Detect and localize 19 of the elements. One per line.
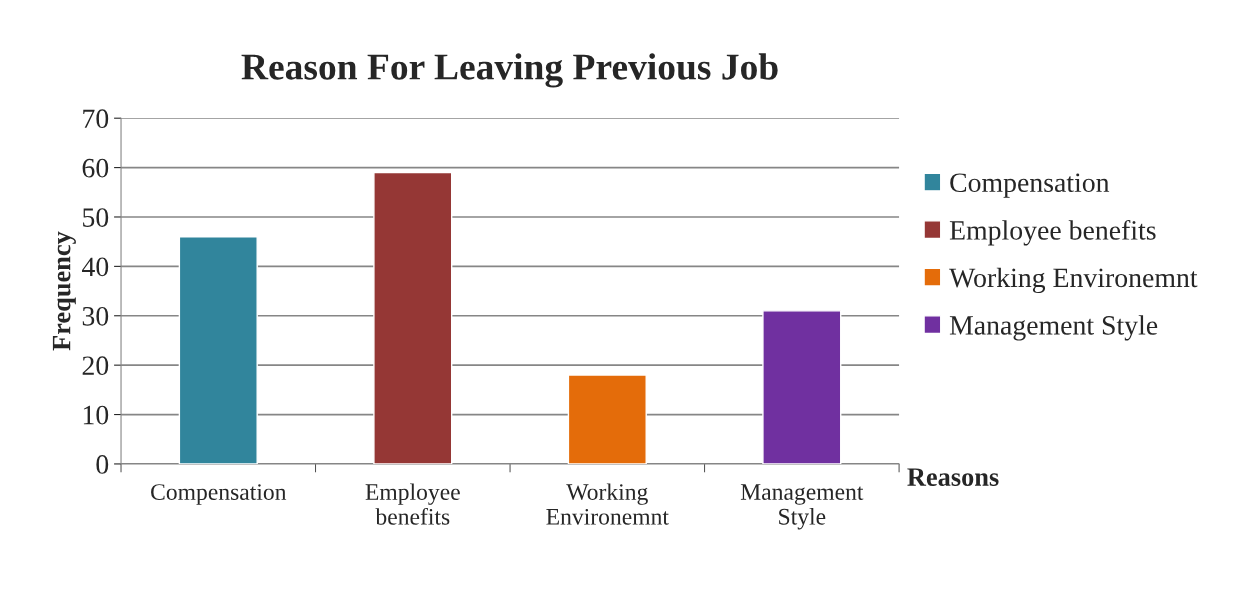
y-axis-title: Frequency bbox=[52, 231, 76, 351]
x-tick-label: Employee benefits bbox=[365, 483, 460, 525]
x-tick-label: Compensation bbox=[151, 484, 287, 505]
x-tick-label: Management Style bbox=[740, 484, 864, 530]
y-tick-label: 30 bbox=[82, 306, 109, 326]
y-tick-label: 40 bbox=[81, 257, 109, 277]
x-tick-label: Working Environemnt bbox=[546, 483, 669, 525]
chart-title: Reason For Leaving Previous Job bbox=[241, 53, 778, 88]
legend-label: Management Style bbox=[949, 315, 1158, 341]
legend-label: Compensation bbox=[950, 173, 1110, 198]
y-tick-label: 0 bbox=[96, 455, 109, 474]
y-tick-label: 20 bbox=[82, 356, 109, 376]
y-tick-label: 60 bbox=[82, 158, 109, 178]
y-tick-label: 50 bbox=[83, 208, 109, 227]
y-tick-label: 70 bbox=[83, 109, 109, 129]
legend-label: Employee benefits bbox=[949, 219, 1156, 246]
x-axis-title: Reasons bbox=[907, 468, 999, 486]
legend-label: Working Environemnt bbox=[949, 267, 1198, 293]
y-tick-label: 10 bbox=[83, 405, 109, 425]
